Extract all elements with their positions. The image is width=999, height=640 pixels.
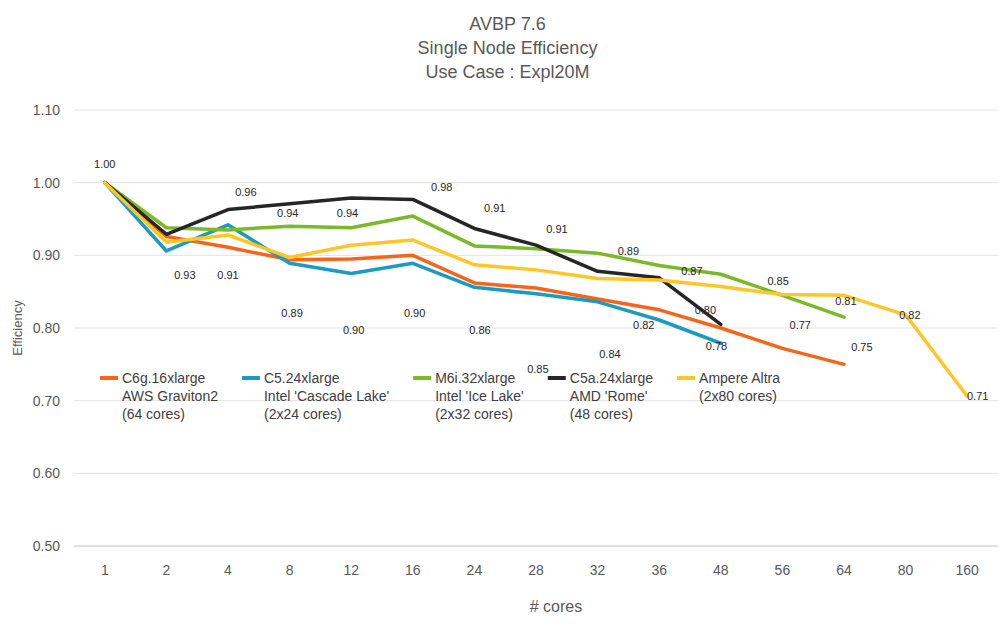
grid-line (74, 328, 998, 329)
annotation: 0.85 (527, 363, 548, 375)
annotation: 0.84 (599, 348, 620, 360)
background (0, 0, 999, 640)
annotation: 0.78 (706, 340, 727, 352)
annotation: 0.91 (546, 223, 567, 235)
y-tick-label: 0.60 (33, 465, 60, 481)
legend-label: AMD 'Rome' (570, 388, 648, 404)
annotation: 0.71 (967, 390, 988, 402)
annotation: 0.94 (277, 207, 298, 219)
legend-label: (2x80 cores) (699, 388, 777, 404)
legend-label: (64 cores) (122, 406, 185, 422)
x-tick-label: 48 (713, 562, 729, 578)
legend-label: M6i.32xlarge (435, 370, 515, 386)
x-axis-line (74, 546, 998, 547)
legend-swatch (242, 376, 260, 380)
annotation: 0.85 (767, 275, 788, 287)
legend-label: Intel 'Ice Lake' (435, 388, 524, 404)
annotation: 0.96 (235, 186, 256, 198)
y-tick-label: 1.00 (33, 175, 60, 191)
x-tick-label: 4 (224, 562, 232, 578)
series-line (105, 183, 721, 344)
title: Use Case : Expl20M (425, 62, 589, 82)
legend-label: C6g.16xlarge (122, 370, 205, 386)
series-line (105, 183, 967, 397)
title: Single Node Efficiency (418, 38, 598, 58)
y-axis-label: Efficiency (10, 300, 25, 356)
x-tick-label: 12 (343, 562, 359, 578)
annotation: 0.77 (790, 319, 811, 331)
x-tick-label: 32 (590, 562, 606, 578)
x-tick-label: 1 (101, 562, 109, 578)
x-tick-label: 28 (528, 562, 544, 578)
y-tick-label: 0.50 (33, 538, 60, 554)
annotation: 0.98 (431, 181, 452, 193)
x-tick-label: 56 (775, 562, 791, 578)
y-tick-label: 0.80 (33, 320, 60, 336)
legend-label: Ampere Altra (699, 370, 780, 386)
series-line (105, 183, 844, 365)
annotation: 0.86 (469, 324, 490, 336)
plot-marks (105, 183, 967, 397)
x-tick-label: 8 (286, 562, 294, 578)
legend-label: C5.24xlarge (264, 370, 340, 386)
chart: AVBP 7.6 Single Node Efficiency Use Case :… (0, 0, 999, 640)
series-line (105, 183, 844, 317)
annotation: 0.87 (681, 265, 702, 277)
annotation: 0.89 (281, 307, 302, 319)
annotation: 0.80 (695, 304, 716, 316)
grid-line (74, 255, 998, 256)
legend-swatch (677, 376, 695, 380)
legend-label: (2x32 cores) (435, 406, 513, 422)
legend-entry: Ampere Altra (2x80 cores) (677, 370, 780, 404)
annotation: 0.90 (343, 324, 364, 336)
x-tick-label: 64 (836, 562, 852, 578)
legend-label: AWS Graviton2 (122, 388, 218, 404)
title: AVBP 7.6 (469, 14, 545, 34)
x-tick-label: 2 (163, 562, 171, 578)
annotation: 0.91 (217, 269, 238, 281)
legend-swatch (548, 376, 566, 380)
legend-entry: M6i.32xlarge Intel 'Ice Lake' (2x32 cores) (413, 370, 524, 422)
grid-line (74, 182, 998, 183)
annotation: 0.75 (851, 341, 872, 353)
annotation: 0.93 (174, 269, 195, 281)
x-tick-label: 80 (898, 562, 914, 578)
x-axis-label: # cores (530, 598, 582, 615)
legend-swatch (100, 376, 118, 380)
y-range (74, 110, 75, 546)
annotation: 0.82 (899, 309, 920, 321)
x-tick-label: 160 (956, 562, 980, 578)
x-tick-label: 36 (651, 562, 667, 578)
x-tick-label: 16 (405, 562, 421, 578)
legend-entry: C6g.16xlarge AWS Graviton2 (64 cores) (100, 370, 218, 422)
y-tick-label: 0.90 (33, 247, 60, 263)
annotation: 0.82 (633, 319, 654, 331)
grid-line (74, 473, 998, 474)
legend-label: C5a.24xlarge (570, 370, 653, 386)
annotation: 0.81 (835, 295, 856, 307)
legend-label: (2x24 cores) (264, 406, 342, 422)
annotation: 0.90 (404, 307, 425, 319)
annotation: 1.00 (94, 158, 115, 170)
x-tick-label: 24 (467, 562, 483, 578)
annotation: 0.94 (337, 207, 358, 219)
annotation: 0.89 (618, 245, 639, 257)
y-tick-label: 1.10 (33, 102, 60, 118)
legend-entry: C5a.24xlarge AMD 'Rome' (48 cores) (548, 370, 653, 422)
y-tick-label: 0.70 (33, 393, 60, 409)
legend: C6g.16xlarge AWS Graviton2 (64 cores) C5.24… (100, 370, 780, 422)
legend-label: Intel 'Cascade Lake' (264, 388, 389, 404)
series-line (105, 183, 721, 325)
grid-line (74, 110, 998, 111)
legend-swatch (413, 376, 431, 380)
legend-entry: C5.24xlarge Intel 'Cascade Lake' (2x24 cor… (242, 370, 389, 422)
legend-label: (48 cores) (570, 406, 633, 422)
annotation: 0.91 (484, 202, 505, 214)
